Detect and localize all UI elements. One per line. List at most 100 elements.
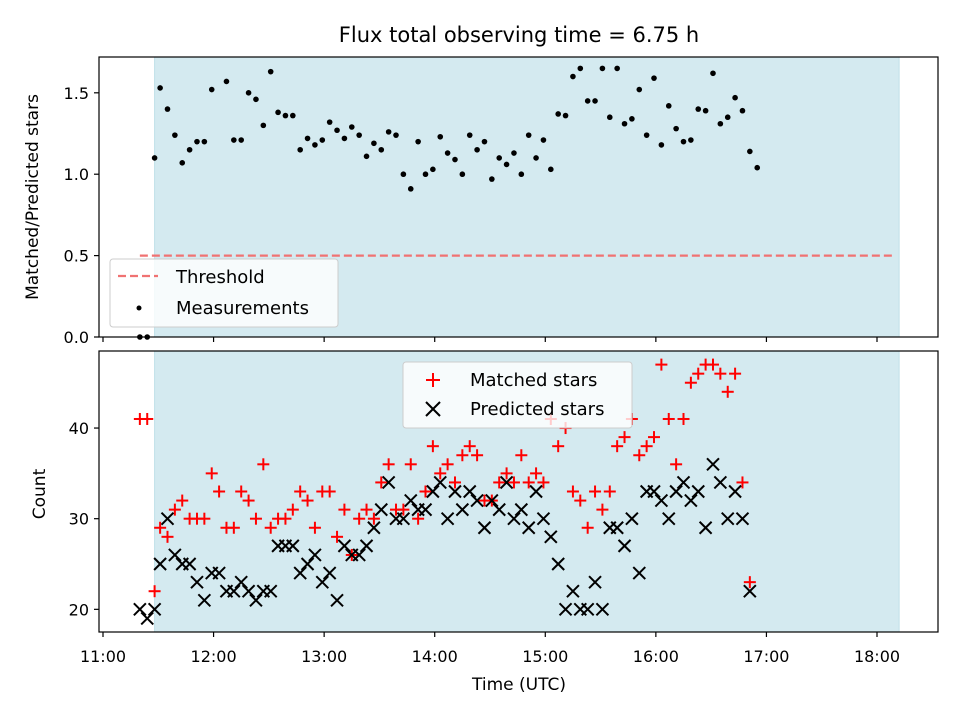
measurement-point: [525, 132, 532, 138]
predicted-star-point: [448, 484, 462, 499]
matched-star-point: [148, 585, 161, 598]
matched-star-point: [736, 476, 749, 489]
matched-star-point: [301, 494, 314, 507]
measurement-point: [754, 164, 761, 171]
predicted-star-point: [241, 584, 256, 598]
matched-star-point: [367, 512, 380, 525]
matched-star-point: [434, 467, 447, 480]
bottom-x-tick-label: 16:00: [633, 647, 679, 666]
matched-star-point: [655, 358, 668, 371]
bottom-legend: Matched stars Predicted stars: [402, 361, 633, 429]
top-y-axis: 0.0 0.5 1.0 1.5: [64, 84, 99, 347]
measurement-point: [643, 132, 650, 138]
predicted-star-point: [514, 502, 529, 517]
matched-star-point: [522, 476, 535, 489]
matched-star-point: [493, 476, 506, 489]
legend-measurements-label: Measurements: [176, 298, 309, 319]
matched-star-point: [618, 431, 631, 444]
bottom-x-tick-label: 14:00: [412, 647, 458, 666]
matched-star-point: [589, 485, 602, 498]
predicted-star-point: [140, 611, 154, 626]
predicted-star-point: [352, 548, 366, 562]
measurement-point: [208, 86, 215, 93]
predicted-star-point: [580, 602, 595, 617]
measurement-point: [371, 140, 377, 147]
matched-star-point: [537, 476, 550, 489]
measurement-point: [260, 122, 267, 129]
predicted-star-point: [212, 566, 226, 580]
matched-star-point: [161, 530, 174, 543]
matched-star-point: [530, 467, 543, 480]
top-y-tick-label: 1.0: [64, 165, 89, 184]
predicted-star-point: [632, 566, 646, 580]
predicted-star-point: [566, 584, 580, 598]
bottom-panel: 20 30 40 11:00 12:00 13:00 14:00 15:00 16:00 17:…: [30, 350, 939, 695]
matched-star-point: [729, 367, 742, 380]
top-panel: 0.0 0.5 1.0 1.5 Matched/Predicted stars Thr…: [23, 56, 939, 347]
measurement-point: [312, 142, 318, 148]
predicted-star-point: [234, 575, 248, 589]
measurement-point: [651, 75, 657, 81]
predicted-star-point: [470, 493, 484, 508]
predicted-star-point: [433, 475, 447, 490]
matched-star-point: [515, 449, 528, 462]
legend-measurements-swatch: [136, 305, 142, 311]
matched-star-point: [176, 494, 189, 507]
predicted-star-point: [721, 511, 735, 526]
matched-star-point: [706, 358, 719, 371]
measurement-point: [245, 90, 252, 96]
predicted-star-point: [676, 475, 691, 490]
predicted-star-point: [300, 557, 315, 571]
measurement-point: [393, 132, 399, 138]
measurement-point: [658, 142, 665, 148]
predicted-star-point: [337, 539, 352, 553]
measurement-point: [724, 114, 731, 121]
measurement-point: [606, 114, 613, 121]
matched-star-point: [743, 576, 756, 589]
matched-star-point: [412, 512, 425, 525]
measurement-point: [459, 171, 466, 178]
measurement-point: [297, 146, 303, 153]
measurement-point: [437, 133, 444, 140]
bottom-y-axis-label: Count: [30, 468, 50, 519]
legend-matched-label: Matched stars: [470, 370, 597, 391]
measurement-point: [680, 138, 687, 145]
predicted-star-point: [440, 511, 455, 526]
matched-star-point: [235, 485, 248, 498]
measurement-point: [194, 138, 200, 145]
matched-star-point: [382, 458, 395, 471]
predicted-star-point: [182, 557, 197, 571]
predicted-star-point: [147, 602, 162, 617]
matched-star-point: [692, 367, 705, 380]
matched-star-point: [308, 521, 321, 534]
predicted-star-point: [728, 484, 742, 499]
top-legend: Threshold Measurements: [109, 258, 339, 328]
predicted-star-point: [477, 521, 492, 535]
bottom-x-tick-label: 12:00: [191, 647, 237, 666]
top-x-tick-marks: [102, 337, 878, 342]
measurement-point: [717, 120, 724, 127]
bottom-axes-frame: [98, 350, 939, 633]
bottom-x-tick-label: 11:00: [80, 647, 126, 666]
matched-star-point: [574, 494, 587, 507]
measurement-point: [548, 166, 554, 173]
predicted-star-point: [507, 511, 521, 526]
matched-star-point: [581, 521, 594, 534]
matched-star-point: [611, 440, 624, 453]
measurement-point: [518, 171, 525, 178]
top-y-tick-label: 1.5: [64, 84, 89, 103]
predicted-star-point: [330, 593, 344, 607]
measurement-point: [636, 86, 643, 93]
bottom-marks: [133, 358, 757, 626]
top-y-axis-label: Matched/Predicted stars: [23, 94, 43, 300]
predicted-star-point: [160, 511, 175, 526]
predicted-star-point: [492, 502, 506, 517]
predicted-star-point: [691, 484, 705, 499]
top-y-tick-label: 0.0: [64, 328, 89, 347]
bottom-x-tick-label: 13:00: [301, 647, 347, 666]
predicted-star-point: [293, 566, 307, 580]
measurement-point: [290, 112, 296, 119]
measurement-point: [614, 65, 620, 72]
matched-star-point: [448, 476, 461, 489]
predicted-star-point: [463, 484, 477, 499]
